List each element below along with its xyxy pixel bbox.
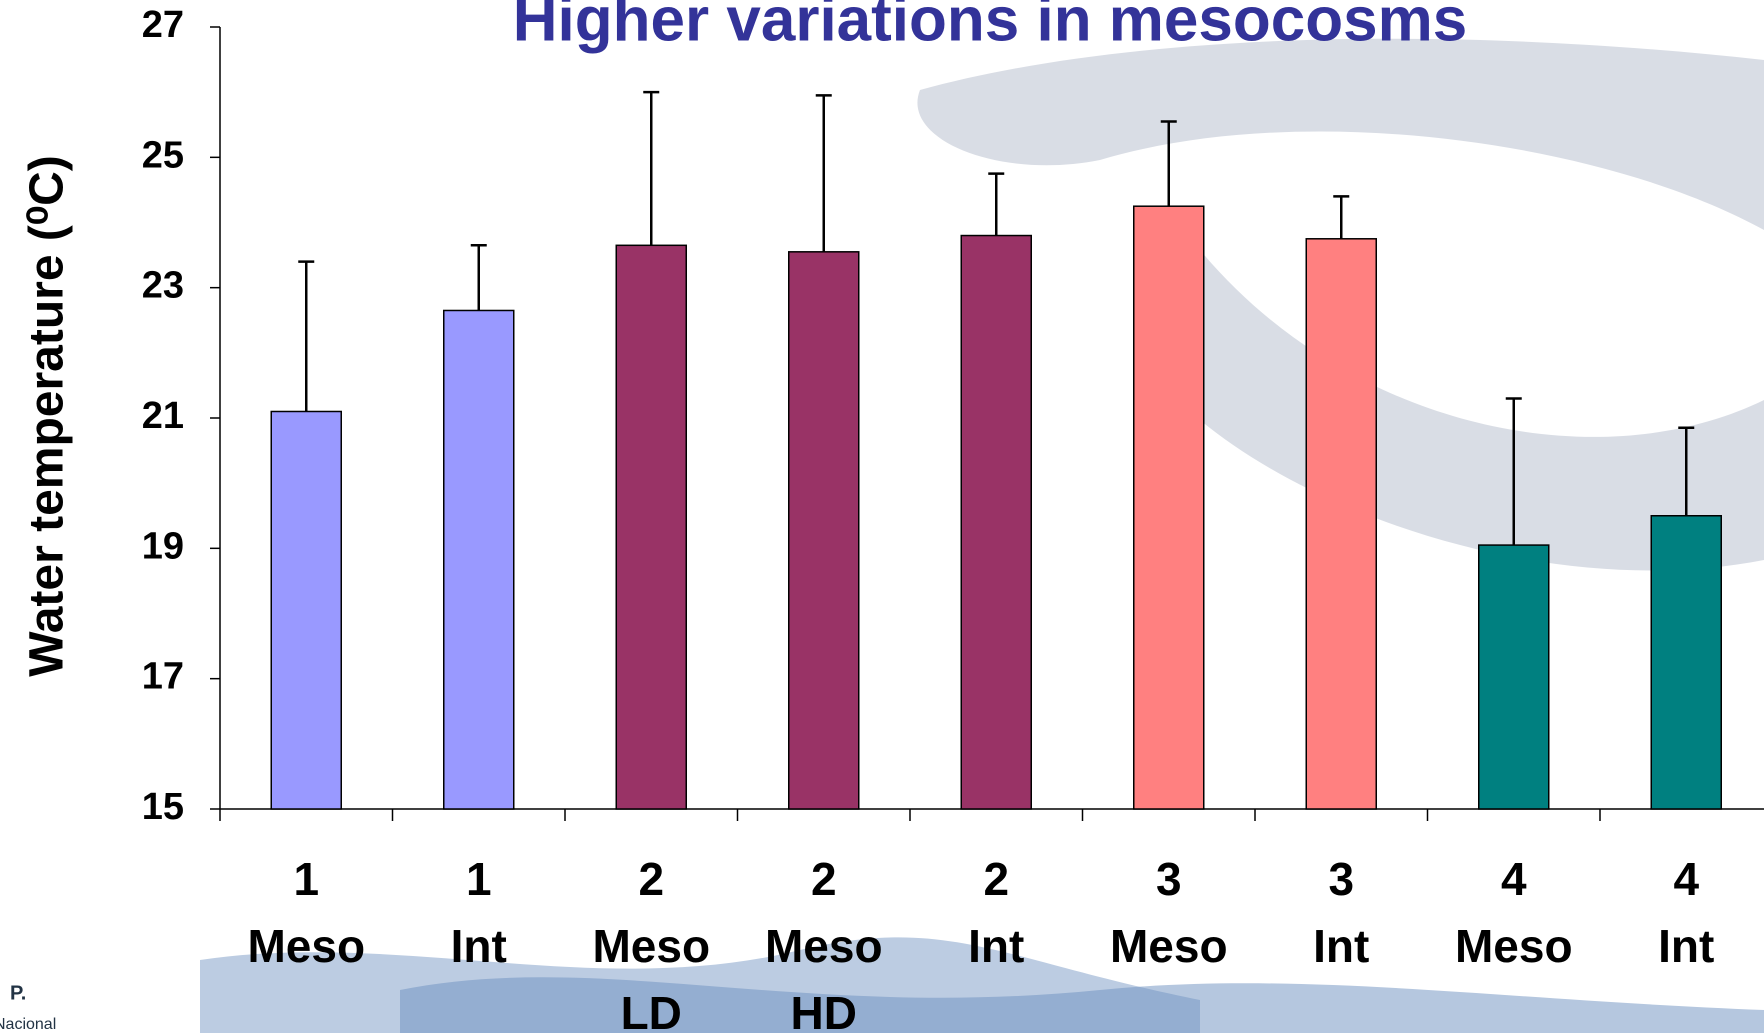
x-tick-label: HD bbox=[791, 987, 857, 1033]
x-tick-label: 4 bbox=[1501, 853, 1527, 905]
y-tick-label: 17 bbox=[142, 656, 184, 698]
x-tick-label: Meso bbox=[1110, 920, 1228, 972]
x-tick-label: 2 bbox=[983, 853, 1009, 905]
chart-title: Higher variations in mesocosms bbox=[513, 0, 1467, 54]
bar bbox=[1305, 238, 1377, 810]
x-tick-label: 1 bbox=[293, 853, 319, 905]
x-tick-label: 2 bbox=[638, 853, 664, 905]
logo-text: P. bbox=[10, 982, 26, 1004]
bar bbox=[1478, 544, 1550, 810]
x-tick-label: Meso bbox=[247, 920, 365, 972]
bar bbox=[270, 410, 342, 810]
bar bbox=[615, 244, 687, 810]
x-tick-label: 2 bbox=[811, 853, 837, 905]
x-tick-label: Int bbox=[451, 920, 507, 972]
x-tick-label: 3 bbox=[1328, 853, 1354, 905]
x-tick-label: Meso bbox=[592, 920, 710, 972]
bar bbox=[1133, 205, 1205, 810]
bar bbox=[443, 309, 515, 810]
y-tick-label: 25 bbox=[142, 134, 184, 176]
y-tick-label: 19 bbox=[142, 525, 184, 567]
logo-text: Nacional bbox=[0, 1016, 56, 1033]
x-tick-label: Meso bbox=[765, 920, 883, 972]
bar bbox=[1650, 515, 1722, 810]
x-tick-label: 1 bbox=[466, 853, 492, 905]
y-tick-label: 23 bbox=[142, 265, 184, 307]
x-tick-label: Int bbox=[968, 920, 1024, 972]
y-tick-label: 21 bbox=[142, 395, 184, 437]
y-tick-label: 27 bbox=[142, 4, 184, 46]
x-tick-label: Int bbox=[1658, 920, 1714, 972]
x-tick-label: LD bbox=[621, 987, 682, 1033]
y-axis-label: Water temperature (⁰C) bbox=[21, 155, 74, 677]
y-tick-label: 15 bbox=[142, 786, 184, 828]
bar bbox=[960, 234, 1032, 810]
x-tick-label: 4 bbox=[1673, 853, 1699, 905]
x-tick-label: 3 bbox=[1156, 853, 1182, 905]
bar bbox=[788, 251, 860, 810]
x-tick-label: Int bbox=[1313, 920, 1369, 972]
x-tick-label: Meso bbox=[1455, 920, 1573, 972]
